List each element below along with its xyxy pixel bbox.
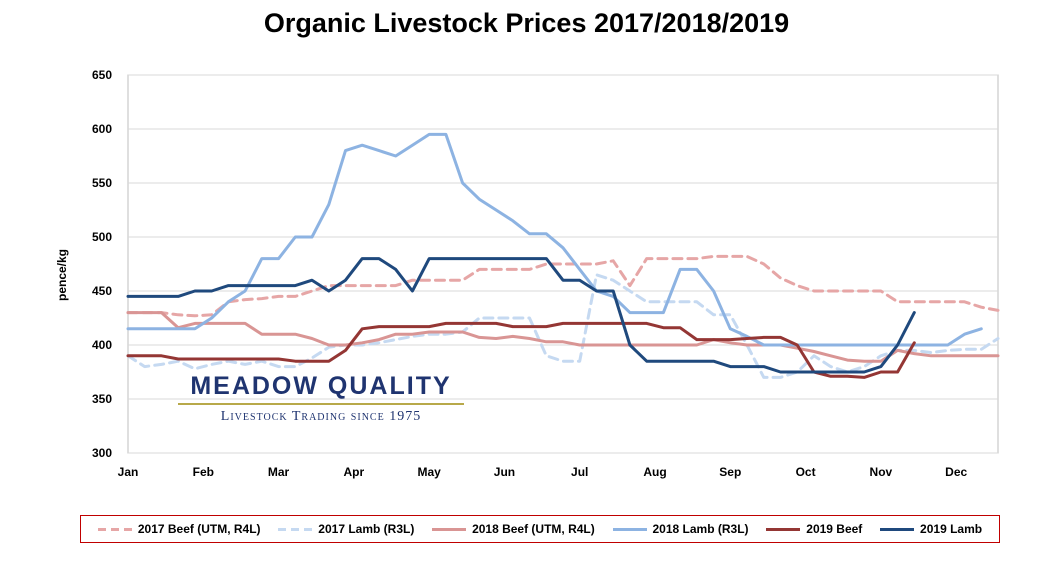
legend-swatch <box>766 527 801 531</box>
legend-label: 2018 Lamb (R3L) <box>652 522 749 536</box>
y-axis-label: pence/kg <box>55 249 69 301</box>
legend-label: 2017 Beef (UTM, R4L) <box>137 522 261 536</box>
y-axis-ticks: 300 350 400 450 500 550 600 650 <box>92 68 112 460</box>
x-tick-label: Jul <box>571 465 588 479</box>
legend-item: 2017 Beef (UTM, R4L) <box>97 522 261 536</box>
legend-item: 2018 Lamb (R3L) <box>612 522 749 536</box>
legend-label: 2019 Beef <box>806 522 863 536</box>
legend-swatch <box>612 527 647 531</box>
logo-name: MEADOW QUALITY <box>190 372 452 400</box>
y-tick-label: 300 <box>92 446 112 460</box>
logo-rule <box>178 403 464 405</box>
plot-area <box>127 74 999 454</box>
x-tick-label: Feb <box>193 465 214 479</box>
legend-label: 2018 Beef (UTM, R4L) <box>472 522 595 536</box>
series-line-4 <box>126 132 983 347</box>
series-lines <box>126 132 1000 379</box>
series-line-3 <box>126 311 1000 363</box>
legend-swatch <box>880 527 915 531</box>
y-tick-label: 650 <box>92 68 112 82</box>
logo-tagline: Livestock Trading since 1975 <box>220 409 422 424</box>
legend-item: 2019 Beef <box>766 522 862 536</box>
legend-swatch <box>432 527 467 531</box>
x-tick-label: May <box>417 465 441 479</box>
legend-swatch <box>97 527 132 531</box>
y-tick-label: 450 <box>92 284 112 298</box>
series-line-5 <box>126 321 916 379</box>
meadow-quality-logo: MEADOW QUALITY Livestock Trading since 1… <box>178 372 464 425</box>
legend-item: 2017 Lamb (R3L) <box>278 522 414 536</box>
x-tick-label: Jan <box>118 465 139 479</box>
y-tick-label: 350 <box>92 392 112 406</box>
x-tick-label: Oct <box>796 465 816 479</box>
x-tick-label: Mar <box>268 465 290 479</box>
x-tick-label: Aug <box>643 465 666 479</box>
x-tick-label: Jun <box>494 465 515 479</box>
x-axis-ticks: Jan Feb Mar Apr May Jun Jul Aug Sep Oct Nov Dec <box>118 465 968 479</box>
chart-title: Organic Livestock Prices 2017/2018/2019 <box>263 8 790 38</box>
series-line-6 <box>126 257 916 374</box>
x-tick-label: Sep <box>719 465 741 479</box>
y-tick-label: 500 <box>92 230 112 244</box>
legend-label: 2017 Lamb (R3L) <box>318 522 415 536</box>
y-tick-label: 550 <box>92 176 112 190</box>
legend-item: 2018 Beef (UTM, R4L) <box>432 522 595 536</box>
x-tick-label: Nov <box>870 465 893 479</box>
series-line-1 <box>126 254 1000 318</box>
y-tick-label: 600 <box>92 122 112 136</box>
legend-swatch <box>278 527 313 531</box>
chart-legend: 2017 Beef (UTM, R4L) 2017 Lamb (R3L) 2018 … <box>80 515 1000 543</box>
legend-label: 2019 Lamb <box>920 522 983 536</box>
y-tick-label: 400 <box>92 338 112 352</box>
x-tick-label: Dec <box>945 465 967 479</box>
series-line-2 <box>126 273 1000 379</box>
legend-item: 2019 Lamb <box>880 522 982 536</box>
x-tick-label: Apr <box>344 465 365 479</box>
